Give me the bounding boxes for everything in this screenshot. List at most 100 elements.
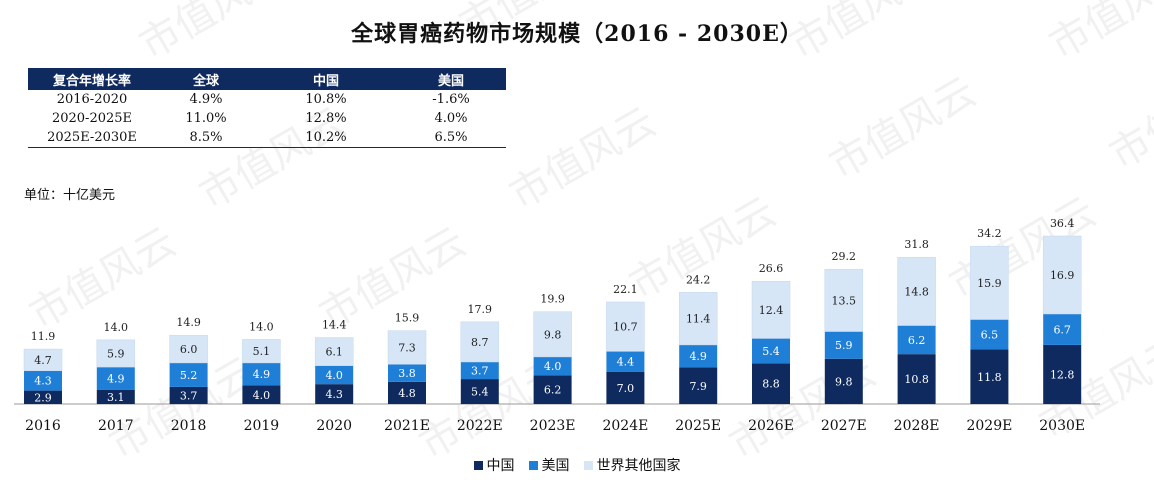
bar-china — [606, 371, 645, 404]
data-label-china: 3.1 — [107, 391, 125, 404]
total-label: 31.8 — [904, 238, 929, 251]
bar-rest — [606, 301, 645, 352]
cagr-header-row: 复合年增长率 全球 中国 美国 — [28, 68, 506, 90]
bar-usa — [752, 338, 790, 364]
data-label-usa: 3.7 — [471, 365, 489, 378]
data-label-rest: 6.1 — [325, 346, 343, 359]
data-label-rest: 12.4 — [759, 304, 784, 317]
bar-rest — [897, 256, 936, 326]
x-tick-label: 2028E — [894, 418, 940, 434]
bar-rest — [533, 311, 572, 358]
x-tick-label: 2018 — [171, 418, 207, 434]
legend-swatch-china — [473, 460, 483, 470]
x-tick-label: 2020 — [316, 418, 352, 434]
bar-usa — [1043, 314, 1082, 345]
cagr-cell: 2025E-2030E — [28, 128, 156, 148]
bar-china — [533, 375, 572, 404]
legend-item-china: 中国 — [473, 455, 515, 475]
bar-rest — [751, 280, 791, 339]
total-label: 14.4 — [322, 319, 347, 332]
data-label-rest: 6.0 — [180, 343, 198, 356]
cagr-cell: 10.2% — [256, 128, 396, 148]
total-label: 22.1 — [613, 283, 638, 296]
data-label-china: 10.8 — [904, 373, 929, 386]
bar-rest — [1042, 235, 1082, 315]
bar-china — [242, 385, 281, 404]
chart-title: 全球胃癌药物市场规模（2016 - 2030E） — [351, 21, 803, 47]
legend-item-usa: 美国 — [528, 455, 570, 475]
bar-china — [460, 379, 499, 404]
bar-usa — [897, 325, 936, 355]
cagr-cell: 12.8% — [305, 111, 347, 126]
bar-rest — [970, 245, 1009, 320]
bar-china — [1043, 344, 1082, 404]
data-label-china: 4.8 — [398, 387, 416, 400]
bar-rest — [242, 339, 281, 364]
cagr-cell: 2020-2025E — [51, 111, 133, 126]
data-label-usa: 5.9 — [835, 339, 853, 352]
bar-rest — [96, 339, 136, 368]
cagr-cell: 4.0% — [434, 111, 468, 126]
bar-chart: 2.9 4.3 4.7 11.9 2016 3.1 4.9 5.9 14.0 2017 3.7 5.2… — [14, 217, 1100, 434]
data-label-china: 11.8 — [977, 371, 1002, 384]
data-label-rest: 15.9 — [977, 277, 1002, 290]
legend-item-rest: 世界其他国家 — [583, 455, 681, 475]
bar-china — [169, 386, 208, 404]
bar-china — [824, 358, 863, 404]
x-tick-label: 2019 — [244, 418, 280, 434]
data-label-rest: 4.7 — [34, 354, 52, 367]
total-label: 19.9 — [540, 293, 565, 306]
total-label: 26.6 — [759, 262, 784, 275]
total-label: 11.9 — [31, 330, 56, 343]
cagr-cell: 8.5% — [156, 128, 256, 148]
bar-rest — [169, 334, 208, 364]
data-label-rest: 5.9 — [107, 347, 125, 360]
bar-china — [315, 384, 354, 404]
data-label-china: 9.8 — [835, 375, 853, 388]
bar-china — [752, 363, 790, 404]
data-label-usa: 4.9 — [253, 368, 271, 381]
cagr-cell: 6.5% — [396, 128, 506, 148]
bar-usa — [460, 362, 499, 380]
cagr-table: 复合年增长率 全球 中国 美国 2016-2020 4.9% 10.8% -1.… — [28, 68, 506, 148]
data-label-rest: 8.7 — [471, 336, 489, 349]
bar-rest — [678, 292, 718, 346]
cagr-row: 2025E-2030E 8.5% 10.2% 6.5% — [28, 128, 506, 148]
bar-usa — [315, 365, 354, 385]
data-label-china: 4.3 — [325, 388, 343, 401]
data-label-rest: 11.4 — [686, 313, 711, 326]
bar-usa — [24, 370, 62, 391]
data-label-rest: 9.8 — [544, 328, 562, 341]
x-tick-label: 2016 — [25, 418, 61, 434]
data-label-rest: 7.3 — [398, 341, 416, 354]
legend-swatch-rest — [583, 460, 593, 470]
data-label-usa: 4.0 — [325, 369, 343, 382]
x-tick-label: 2027E — [821, 418, 867, 434]
data-label-usa: 5.2 — [180, 369, 198, 382]
x-tick-label: 2029E — [966, 418, 1012, 434]
data-label-usa: 6.2 — [908, 334, 926, 347]
cagr-cell: 4.9% — [189, 92, 223, 107]
bar-china — [388, 381, 426, 404]
data-label-rest: 16.9 — [1050, 269, 1075, 282]
bar-usa — [824, 331, 863, 359]
x-tick-label: 2026E — [748, 418, 794, 434]
data-label-rest: 10.7 — [613, 321, 638, 334]
data-label-china: 3.7 — [180, 389, 198, 402]
cagr-cell: 2016-2020 — [56, 92, 128, 107]
bar-rest — [387, 330, 427, 365]
data-label-china: 4.0 — [253, 389, 271, 402]
cagr-row: 2016-2020 4.9% 10.8% -1.6% — [28, 90, 506, 109]
x-tick-label: 2030E — [1039, 418, 1085, 434]
bar-usa — [96, 367, 135, 390]
data-label-rest: 13.5 — [832, 294, 857, 307]
legend-label-rest: 世界其他国家 — [596, 458, 681, 474]
data-label-rest: 5.1 — [253, 345, 271, 358]
total-label: 29.2 — [832, 250, 857, 263]
bar-rest — [314, 337, 354, 366]
data-label-usa: 3.8 — [398, 367, 416, 380]
data-label-usa: 5.4 — [762, 345, 780, 358]
cagr-header-period: 复合年增长率 — [28, 68, 156, 90]
data-label-rest: 14.8 — [904, 285, 929, 298]
data-label-china: 6.2 — [544, 384, 562, 397]
